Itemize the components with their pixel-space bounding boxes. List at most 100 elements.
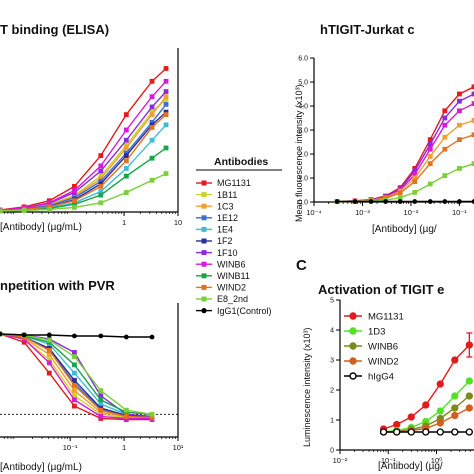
data-point [451,392,459,400]
y-tick-label: 1 [330,418,334,425]
panel-c-title: Activation of TIGIT e [318,282,444,297]
data-point [436,419,444,427]
panel-comp-title: npetition with PVR [0,278,115,293]
data-point [123,142,129,148]
data-point [0,208,3,214]
y-tick-label: 4.0 [298,104,308,111]
data-point [457,137,462,142]
data-point [412,175,418,181]
data-point [451,356,459,364]
data-point [393,420,401,429]
data-point [334,199,340,204]
legend-label: WINB11 [217,271,250,281]
data-point [46,332,52,338]
data-point [72,377,77,383]
data-point [383,199,388,204]
data-point [46,337,52,343]
data-point [436,407,444,415]
panel-0-plot: 1 10 [0,48,182,227]
data-point [123,112,129,118]
data-point [442,115,448,121]
data-point [422,401,430,409]
series-line [0,147,167,212]
series-line [0,80,167,212]
legend-panel-c: MG1131 1D3 WINB6 WIND2 hIgG4 [344,312,404,383]
data-point [123,153,129,159]
data-point [46,370,52,376]
legend-label: 1F10 [217,248,238,258]
data-point [442,134,448,140]
data-point [149,78,155,84]
panel-c-xlabel: [Antibody] (µg/ [378,461,443,472]
y-tick-label: 2 [330,388,334,395]
data-point [397,195,403,201]
data-point [72,362,77,368]
data-point [436,428,444,436]
x-tick-label: 1 [122,443,126,452]
data-point [457,108,462,114]
data-point [465,377,473,385]
data-point [123,173,129,179]
data-point [457,166,462,171]
legend-label: MG1131 [217,178,251,188]
data-point [149,137,155,143]
x-tick-label: 10⁻³ [355,208,370,217]
legend-label: 1B11 [217,190,237,200]
data-point [123,145,129,151]
data-point [149,177,155,183]
data-point [21,339,27,345]
data-point [427,142,433,147]
data-point [442,146,448,152]
data-point [393,428,401,436]
panel-2-plot: 10⁻¹ 1 10¹ [0,303,184,452]
legend-c-label: WINB6 [368,342,398,353]
data-point [149,109,155,115]
data-point [427,181,433,187]
x-tick-label: 1 [122,218,126,227]
data-point [72,393,77,399]
panel-comp-xlabel: [Antibody] (µg/mL) [0,462,82,473]
data-point [412,199,418,204]
data-point [163,145,169,151]
data-point [123,413,129,419]
legend-c-label: MG1131 [368,312,404,323]
data-point [98,153,104,159]
y-tick-label: 1.0 [298,176,308,183]
data-point [422,428,430,436]
series-line [0,114,167,212]
data-point [471,199,474,204]
legend-marker [201,180,207,186]
data-point [123,137,129,143]
data-point [465,392,473,400]
data-point [72,201,77,207]
data-point [72,198,77,204]
data-point [123,190,129,195]
data-point [163,109,169,115]
data-point [98,397,104,403]
legend-label: WIND2 [217,283,246,293]
data-point [0,331,3,337]
x-tick-label: 10⁰ [431,456,442,465]
x-tick-label: 10⁻¹ [452,208,467,217]
data-point [442,108,448,114]
data-point [149,94,155,100]
data-point [457,98,462,104]
data-point [368,199,374,204]
data-point [72,188,77,193]
legend-c-label: hIgG4 [368,372,394,383]
series-line [0,172,167,212]
data-point [442,173,448,178]
data-point [46,360,52,366]
panel-1-plot: 10⁻⁴ 10⁻³ 10⁻² 10⁻¹ 0.0 1.0 2.0 3.0 4.0 5.0 6.0 [298,56,474,217]
data-point [98,178,104,184]
legend-c-marker [349,357,357,365]
data-point [72,370,77,376]
data-point [123,150,129,156]
data-point [352,199,358,204]
data-point [163,66,169,71]
data-point [72,403,77,409]
legend-marker [201,273,207,279]
x-tick-label: 10 [174,218,182,227]
data-point [149,119,155,125]
